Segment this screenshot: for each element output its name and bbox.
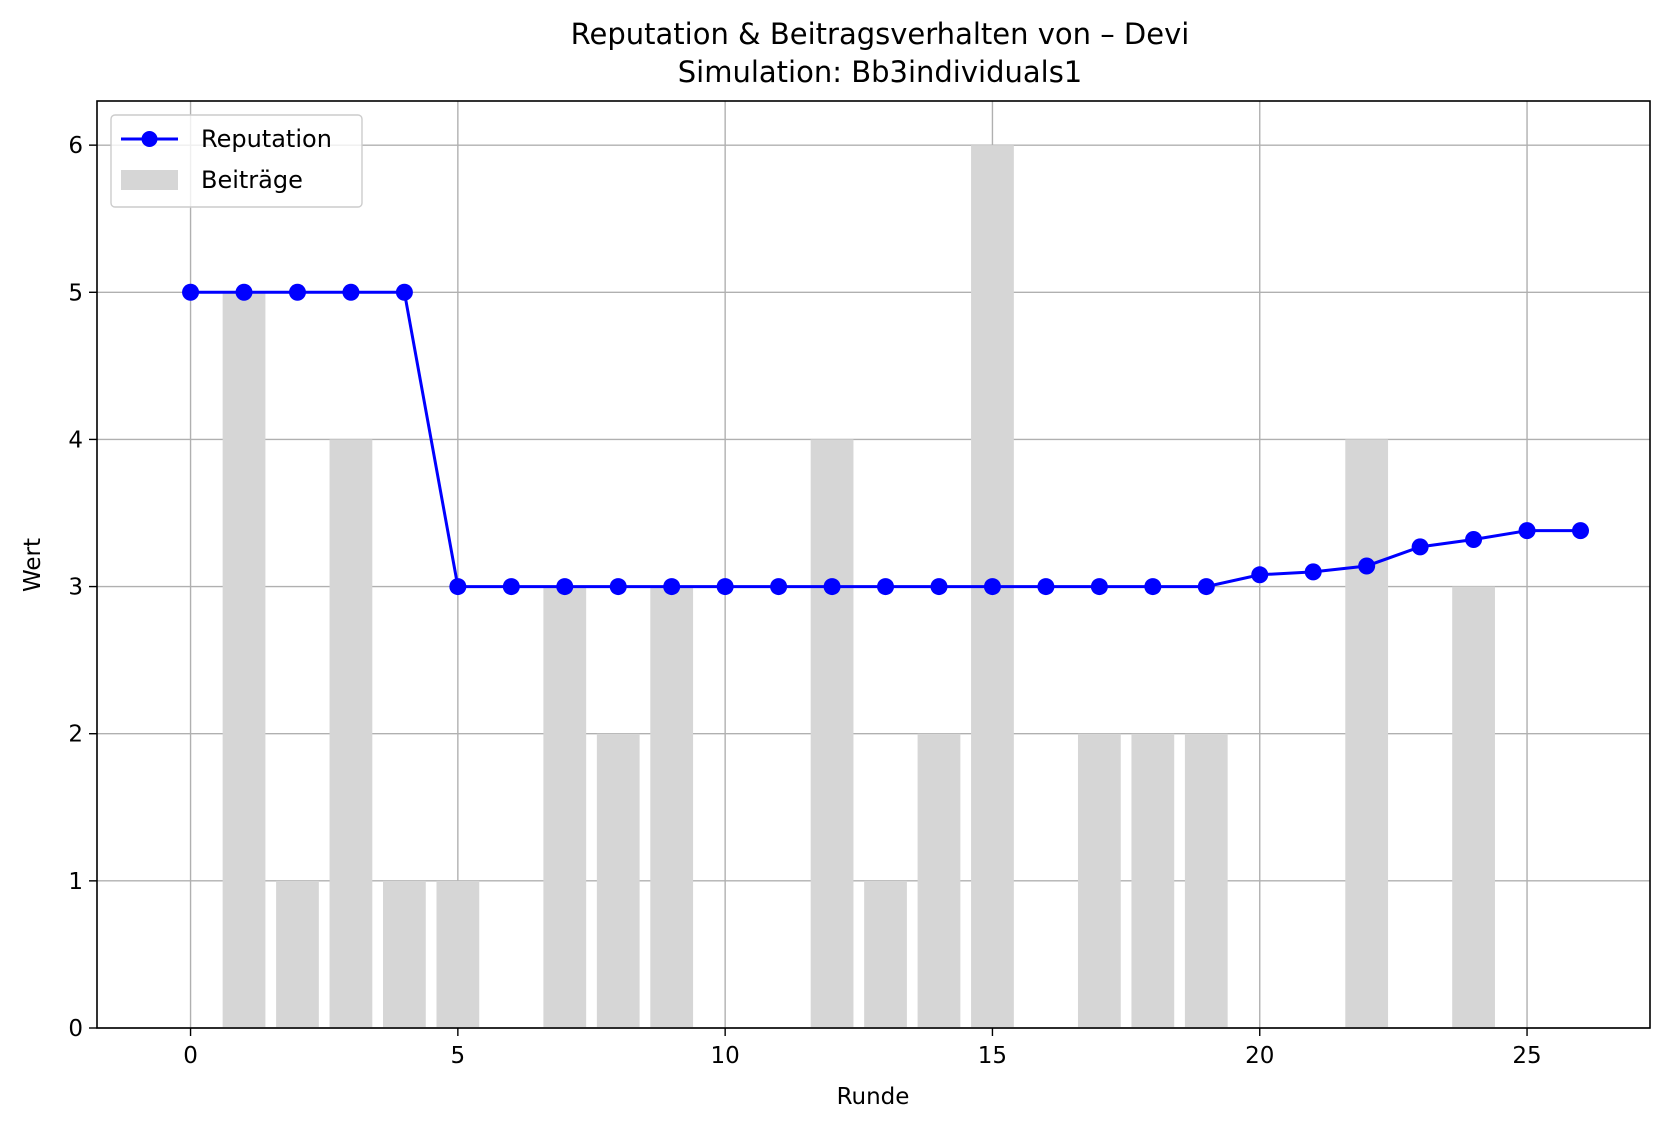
- reputation-point: [716, 578, 734, 596]
- reputation-point: [449, 578, 467, 596]
- reputation-point: [1411, 538, 1429, 556]
- reputation-point: [1465, 530, 1483, 548]
- y-tick-label: 2: [68, 722, 83, 748]
- legend: Reputation Beiträge: [110, 114, 363, 208]
- reputation-point: [235, 283, 253, 301]
- chart-subtitle: Simulation: Bb3individuals1: [678, 55, 1083, 89]
- axis-ticks: 0 5 10 15 20 25 0 1 2 3 4 5 6: [68, 133, 1541, 1069]
- reputation-point: [983, 578, 1001, 596]
- x-tick-label: 10: [711, 1043, 740, 1069]
- bar: [543, 586, 587, 1028]
- legend-label-beitraege: Beiträge: [201, 166, 303, 194]
- bar: [596, 733, 640, 1028]
- bar: [650, 586, 694, 1028]
- y-tick-label: 0: [68, 1016, 83, 1042]
- reputation-point: [1518, 522, 1536, 540]
- x-tick-label: 25: [1512, 1043, 1541, 1069]
- bar-series: [222, 145, 1495, 1029]
- bar: [1131, 733, 1175, 1028]
- reputation-point: [877, 578, 895, 596]
- bar: [222, 292, 266, 1028]
- reputation-point: [609, 578, 627, 596]
- legend-label-reputation: Reputation: [201, 125, 332, 153]
- bar: [1077, 733, 1121, 1028]
- y-tick-label: 3: [68, 575, 83, 601]
- y-tick-label: 1: [68, 869, 83, 895]
- x-tick-label: 15: [978, 1043, 1007, 1069]
- reputation-point: [1197, 578, 1215, 596]
- bar: [864, 880, 907, 1028]
- y-axis-label: Wert: [20, 538, 46, 592]
- reputation-point: [930, 578, 948, 596]
- bar: [383, 880, 426, 1028]
- reputation-point: [1251, 566, 1269, 584]
- line-series: [182, 283, 1590, 596]
- reputation-point: [1304, 563, 1322, 581]
- reputation-point: [1572, 522, 1590, 540]
- y-tick-label: 4: [68, 427, 83, 453]
- reputation-point: [1090, 578, 1108, 596]
- bar: [917, 733, 961, 1028]
- bar: [436, 880, 480, 1028]
- reputation-point: [663, 578, 681, 596]
- y-tick-label: 6: [68, 133, 83, 159]
- bar: [1184, 733, 1228, 1028]
- chart-title: Reputation & Beitragsverhalten von – Dev…: [571, 17, 1190, 51]
- reputation-point: [556, 578, 574, 596]
- x-tick-label: 20: [1245, 1043, 1274, 1069]
- bar: [1345, 439, 1389, 1028]
- reputation-point: [342, 283, 360, 301]
- bar: [810, 439, 854, 1028]
- bar: [276, 880, 319, 1028]
- reputation-point: [770, 578, 788, 596]
- bar: [329, 439, 373, 1028]
- plot-frame: [96, 100, 1651, 1029]
- x-axis-label: Runde: [837, 1084, 910, 1110]
- reputation-point: [823, 578, 841, 596]
- reputation-point: [1037, 578, 1055, 596]
- reputation-point: [1358, 557, 1376, 575]
- legend-bar-swatch: [121, 170, 178, 190]
- reputation-point: [1144, 578, 1162, 596]
- legend-marker-swatch: [141, 131, 158, 147]
- reputation-point: [502, 578, 520, 596]
- x-tick-label: 0: [183, 1043, 198, 1069]
- x-tick-label: 5: [451, 1043, 466, 1069]
- reputation-point: [288, 283, 306, 301]
- bar: [1452, 586, 1495, 1028]
- y-tick-label: 5: [68, 280, 83, 306]
- reputation-point: [182, 283, 200, 301]
- reputation-point: [395, 283, 413, 301]
